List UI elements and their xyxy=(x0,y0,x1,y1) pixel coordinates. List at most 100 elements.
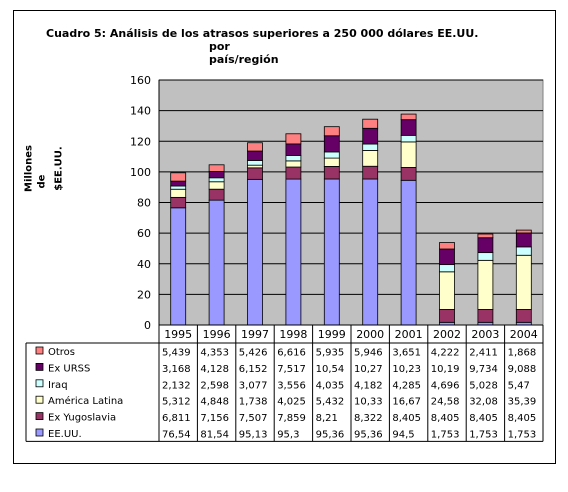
table-cell: 5,312 xyxy=(162,397,191,408)
y-tick-label: 40 xyxy=(137,258,151,271)
legend-swatch-ex-yugoslavia xyxy=(35,412,44,421)
bar-segment-am-rica-latina-2001 xyxy=(400,141,417,168)
table-cell: 32,08 xyxy=(469,397,498,408)
table-cell: 81,54 xyxy=(200,430,229,441)
bar-segment-ex-urss-1998 xyxy=(285,143,302,156)
bar-segment-otros-1999 xyxy=(323,126,340,137)
table-cell: 5,47 xyxy=(508,380,530,391)
x-category-label: 1996 xyxy=(203,328,231,341)
table-cell: 4,182 xyxy=(354,380,383,391)
bar-segment-ex-yugoslavia-1997 xyxy=(247,167,263,180)
legend-swatch-ex-urss xyxy=(35,362,44,371)
x-category-label: 2001 xyxy=(395,328,423,341)
table-cell: 2,132 xyxy=(162,380,191,391)
table-cell: 3,556 xyxy=(277,380,306,391)
table-cell: 10,54 xyxy=(316,364,345,375)
bar-segment-ex-yugoslavia-2000 xyxy=(362,165,379,180)
y-tick-label: 140 xyxy=(130,105,151,118)
table-cell: 35,39 xyxy=(508,397,537,408)
y-tick-label: 80 xyxy=(137,197,151,210)
bar-segment-otros-1998 xyxy=(285,133,302,145)
bar-segment-am-rica-latina-1998 xyxy=(285,160,302,168)
x-category-label: 1995 xyxy=(164,328,192,341)
table-cell: 4,222 xyxy=(431,348,460,359)
bar-segment-ex-urss-1995 xyxy=(170,180,187,187)
bar-segment-ee-uu--2001 xyxy=(400,179,417,326)
bar-segment-ee-uu--1995 xyxy=(170,207,187,326)
x-category-label: 1999 xyxy=(318,328,346,341)
table-cell: 7,859 xyxy=(277,413,306,424)
bar-segment-iraq-2004 xyxy=(515,246,532,256)
table-cell: 1,753 xyxy=(469,430,498,441)
x-category-label: 2000 xyxy=(356,328,384,341)
bar-segment-ee-uu--1999 xyxy=(323,178,340,326)
table-cell: 8,405 xyxy=(392,413,421,424)
table-cell: 3,651 xyxy=(392,348,421,359)
x-category-label: 1997 xyxy=(241,328,269,341)
table-cell: 4,128 xyxy=(200,364,229,375)
table-cell: 95,36 xyxy=(316,430,345,441)
bar-segment-ee-uu--1998 xyxy=(285,178,302,326)
bar-segment-ex-yugoslavia-1996 xyxy=(208,188,225,201)
table-cell: 4,035 xyxy=(316,380,345,391)
bar-segment-ex-yugoslavia-1995 xyxy=(170,196,187,209)
bar-segment-iraq-2001 xyxy=(400,134,417,143)
bar-segment-ee-uu--2000 xyxy=(362,178,379,326)
bar-segment-iraq-1995 xyxy=(170,185,187,190)
bar-segment-am-rica-latina-2003 xyxy=(477,259,494,310)
table-cell: 3,168 xyxy=(162,364,191,375)
table-cell: 8,322 xyxy=(354,413,383,424)
y-tick-label: 120 xyxy=(130,135,151,148)
bar-segment-am-rica-latina-1999 xyxy=(323,157,340,167)
bar-segment-am-rica-latina-2002 xyxy=(439,271,455,310)
x-category-label: 2002 xyxy=(433,328,461,341)
bar-segment-otros-2003 xyxy=(477,233,494,239)
table-cell: 4,353 xyxy=(200,348,229,359)
bar-segment-otros-2004 xyxy=(515,229,532,234)
table-cell: 8,21 xyxy=(316,413,338,424)
table-cell: 3,077 xyxy=(239,380,268,391)
bar-segment-ee-uu--1997 xyxy=(247,178,263,326)
table-cell: 10,27 xyxy=(354,364,383,375)
legend-label: Otros xyxy=(48,347,75,358)
bar-segment-ex-urss-2000 xyxy=(362,127,379,145)
bar-segment-ex-urss-1997 xyxy=(247,150,263,161)
table-cell: 10,19 xyxy=(431,364,460,375)
table-cell: 94,5 xyxy=(392,430,414,441)
legend-label: EE.UU. xyxy=(48,429,82,440)
bar-segment-ex-urss-1999 xyxy=(323,135,340,153)
legend-swatch-ee-uu- xyxy=(35,428,44,437)
bar-segment-am-rica-latina-1996 xyxy=(208,181,225,190)
table-cell: 1,868 xyxy=(508,348,537,359)
table-cell: 6,616 xyxy=(277,348,306,359)
table-cell: 9,088 xyxy=(508,364,537,375)
chart-title-line3: país/región xyxy=(209,53,279,66)
bar-segment-ex-urss-2003 xyxy=(477,237,494,254)
legend-swatch-iraq xyxy=(35,379,44,388)
bar-segment-otros-1995 xyxy=(170,172,187,182)
legend-swatch-am-rica-latina xyxy=(35,395,44,404)
bar-segment-iraq-2003 xyxy=(477,252,494,261)
legend-swatch-otros xyxy=(35,346,44,355)
bar-segment-otros-2001 xyxy=(400,113,417,121)
y-tick-label: 100 xyxy=(130,166,151,179)
table-cell: 8,405 xyxy=(508,413,537,424)
bar-segment-iraq-1998 xyxy=(285,155,302,162)
bar-segment-otros-1996 xyxy=(208,164,225,172)
bar-segment-otros-2000 xyxy=(362,118,379,129)
table-cell: 10,23 xyxy=(392,364,421,375)
x-category-label: 2004 xyxy=(510,328,538,341)
table-cell: 24,58 xyxy=(431,397,460,408)
table-cell: 8,405 xyxy=(431,413,460,424)
table-cell: 95,3 xyxy=(277,430,299,441)
bar-segment-ex-yugoslavia-2003 xyxy=(477,309,494,323)
legend-label: Iraq xyxy=(48,380,68,391)
table-cell: 2,411 xyxy=(469,348,498,359)
bar-segment-am-rica-latina-2000 xyxy=(362,150,379,167)
bar-segment-ex-yugoslavia-2004 xyxy=(515,309,532,323)
table-cell: 5,439 xyxy=(162,348,191,359)
table-cell: 7,507 xyxy=(239,413,268,424)
bar-segment-ex-yugoslavia-2002 xyxy=(439,309,455,323)
table-cell: 5,426 xyxy=(239,348,268,359)
